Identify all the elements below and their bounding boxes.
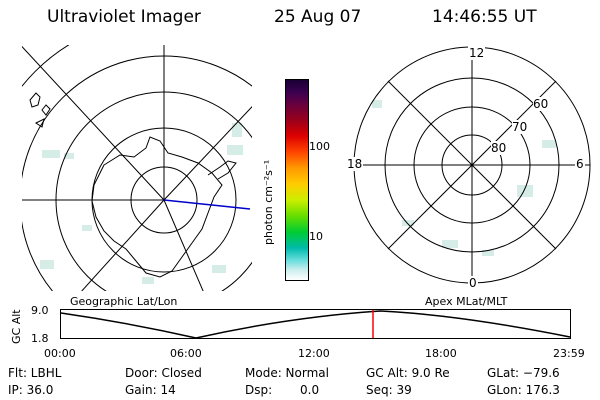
geographic-map (22, 45, 252, 291)
app-title: Ultraviolet Imager (47, 7, 201, 27)
mlt-label-18: 18 (346, 157, 364, 171)
colorbar-tick-10: 10 (309, 230, 323, 243)
blue-track (163, 199, 251, 210)
mlat-label-60: 60 (533, 97, 549, 111)
mode-status: Mode: Normal (245, 366, 329, 380)
altitude-xtick-1: 06:00 (170, 347, 202, 360)
geographic-label: Geographic Lat/Lon (70, 295, 178, 308)
glon-status: GLon: 176.3 (487, 383, 560, 397)
altitude-xtick-2: 12:00 (298, 347, 330, 360)
seq-status: Seq: 39 (366, 383, 412, 397)
gc-alt-status: GC Alt: 9.0 Re (366, 366, 450, 380)
right-speckle (372, 100, 556, 256)
colorbar-unit-label: photon cm⁻²s⁻¹ (262, 159, 275, 245)
magnetic-map (353, 46, 591, 284)
mlt-label-6: 6 (575, 157, 585, 171)
colorbar (285, 79, 309, 281)
colorbar-tick-100: 100 (309, 140, 330, 153)
antarctica-outline (91, 136, 223, 278)
mlat-label-70: 70 (512, 120, 528, 134)
dsp-value: 0.0 (300, 383, 320, 397)
gain-status: Gain: 14 (125, 383, 176, 397)
altitude-xtick-4: 23:59 (553, 347, 585, 360)
mlt-label-12: 12 (468, 46, 486, 60)
mlt-label-0: 0 (468, 276, 478, 290)
filter-status: Flt: LBHL (8, 366, 62, 380)
altitude-y-label: GC Alt (10, 309, 23, 344)
door-status: Door: Closed (125, 366, 202, 380)
altitude-curve (60, 310, 571, 339)
dsp-label: Dsp: (245, 383, 273, 397)
altitude-ytick-high: 9.0 (31, 304, 49, 317)
left-speckle (40, 123, 243, 284)
ip-status: IP: 36.0 (8, 383, 54, 397)
time-label: 14:46:55 UT (432, 7, 537, 27)
apex-label: Apex MLat/MLT (425, 295, 508, 308)
altitude-ytick-low: 1.8 (31, 332, 49, 345)
altitude-xtick-3: 18:00 (425, 347, 457, 360)
mlat-label-80: 80 (491, 141, 507, 155)
glat-status: GLat: −79.6 (487, 366, 560, 380)
date-label: 25 Aug 07 (274, 7, 362, 27)
altitude-plot (60, 309, 571, 339)
altitude-xtick-0: 00:00 (44, 347, 76, 360)
